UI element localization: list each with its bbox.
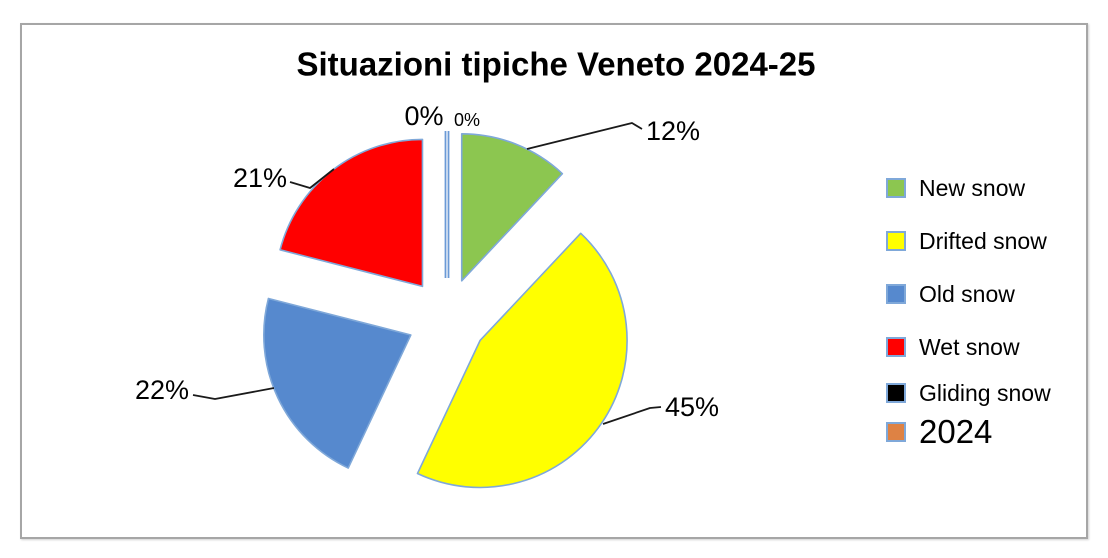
percent-label-old-snow: 22% [135,375,189,405]
pie-slice-new-snow [460,133,564,282]
percent-labels: 12% 45% 22% 21% 0% 0% [135,101,719,422]
leader-line-wet-snow [289,168,335,189]
legend-item-drifted-snow: Drifted snow [886,225,1047,257]
legend-swatch-2024 [886,422,906,442]
legend-swatch-wet-snow [886,337,906,357]
legend-swatch-new-snow [886,178,906,198]
leader-lines [192,122,662,425]
legend-label: 2024 [919,413,993,450]
legend-item-old-snow: Old snow [886,278,1015,310]
legend-item-wet-snow: Wet snow [886,331,1020,363]
pie-slice-drifted-snow [416,232,628,489]
legend-swatch-drifted-snow [886,231,906,251]
pie-slice-wet-snow [279,138,424,288]
percent-label-wet-snow: 21% [233,163,287,193]
legend-item-new-snow: New snow [886,172,1025,204]
pie-slices [263,131,628,489]
legend-label: Drifted snow [919,227,1047,254]
chart-title: Situazioni tipiche Veneto 2024-25 [297,46,816,83]
leader-line-new-snow [526,122,643,150]
legend-label: Old snow [919,280,1015,307]
percent-label-2024: 0% [454,110,480,130]
legend-swatch-gliding-snow [886,383,906,403]
leader-line-drifted-snow [602,406,662,425]
legend-label: New snow [919,174,1026,201]
legend-item-2024: 2024 [886,413,993,450]
percent-label-drifted-snow: 45% [665,392,719,422]
percent-label-new-snow: 12% [646,116,700,146]
percent-label-gliding-snow: 0% [404,101,443,131]
legend-swatch-old-snow [886,284,906,304]
pie-slice-old-snow [263,297,412,469]
leader-line-old-snow [192,387,275,400]
legend: New snow Drifted snow Old snow Wet snow Glid… [886,0,1096,558]
legend-item-gliding-snow: Gliding snow [886,377,1051,409]
legend-label: Gliding snow [919,379,1051,406]
legend-label: Wet snow [919,333,1020,360]
